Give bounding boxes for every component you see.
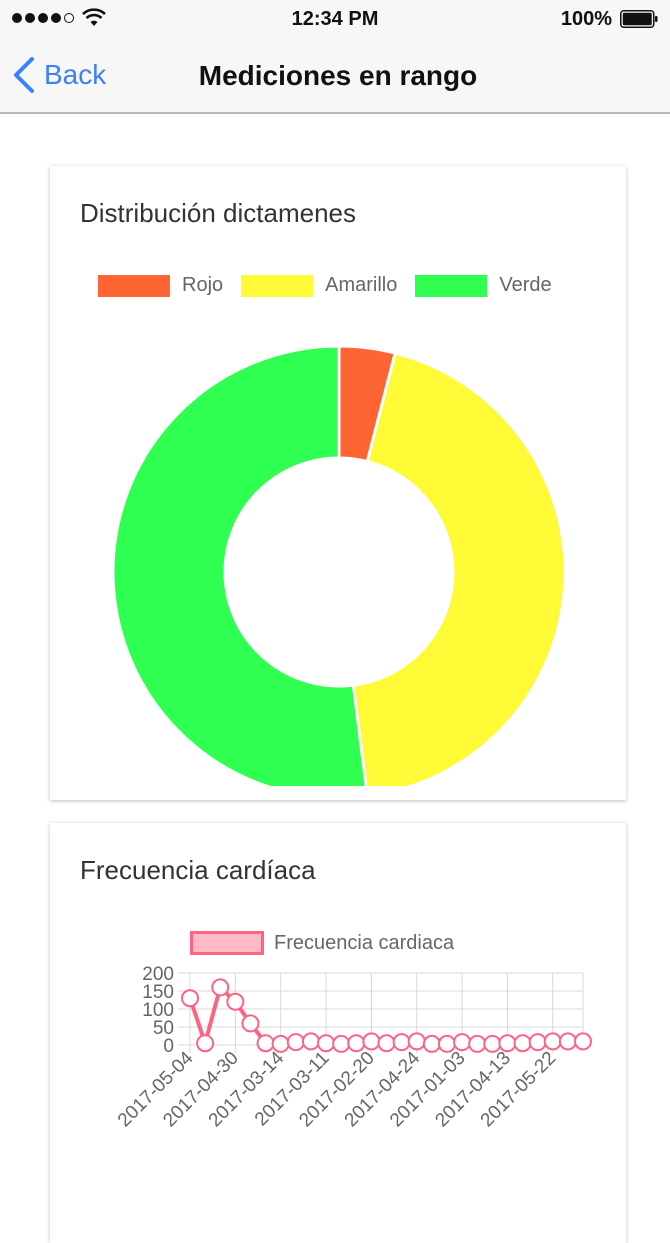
legend-label-heart-rate: Frecuencia cardiaca [274, 931, 455, 954]
heart-rate-point[interactable] [301, 1032, 320, 1051]
distribution-card: Distribución dictamenes Rojo Amarillo Ve… [50, 166, 626, 800]
heart-rate-point[interactable] [498, 1034, 517, 1053]
distribution-donut-chart [111, 344, 567, 786]
legend-swatch-verde [415, 274, 488, 297]
heart-rate-point[interactable] [332, 1034, 351, 1053]
donut-slice-amarillo[interactable] [351, 351, 567, 786]
distribution-legend: Rojo Amarillo Verde [98, 274, 552, 297]
heart-rate-point[interactable] [347, 1034, 366, 1053]
signal-strength-icon [12, 13, 74, 23]
heart-rate-point[interactable] [483, 1034, 502, 1053]
heart-rate-point[interactable] [196, 1034, 215, 1053]
heart-rate-point[interactable] [468, 1034, 487, 1053]
chevron-left-icon [14, 57, 34, 93]
heart-rate-legend: Frecuencia cardiaca [190, 931, 454, 955]
heart-rate-point[interactable] [317, 1034, 336, 1053]
heart-rate-point[interactable] [513, 1034, 532, 1053]
legend-label-verde: Verde [499, 274, 552, 296]
heart-rate-point[interactable] [271, 1034, 290, 1053]
battery-percentage: 100% [560, 8, 612, 30]
y-tick-label: 100 [142, 1000, 174, 1021]
heart-rate-point[interactable] [453, 1033, 472, 1052]
heart-rate-point[interactable] [528, 1033, 547, 1052]
heart-rate-point[interactable] [422, 1034, 441, 1053]
heart-rate-point[interactable] [558, 1032, 577, 1051]
donut-slice-verde[interactable] [111, 344, 368, 786]
heart-rate-point[interactable] [211, 978, 230, 997]
heart-rate-point[interactable] [181, 989, 199, 1008]
heart-rate-point[interactable] [407, 1032, 426, 1051]
legend-label-rojo: Rojo [182, 274, 224, 296]
legend-swatch-amarillo [241, 274, 314, 297]
heart-rate-point[interactable] [226, 992, 245, 1011]
y-tick-label: 0 [163, 1036, 174, 1057]
status-bar: 12:34 PM 100% [0, 0, 670, 38]
heart-rate-line-chart: 0501001502002017-05-042017-04-302017-03-… [114, 964, 592, 1131]
heart-rate-point[interactable] [241, 1014, 260, 1033]
heart-rate-point[interactable] [543, 1032, 562, 1051]
heart-rate-point[interactable] [574, 1032, 592, 1051]
distribution-card-title: Distribución dictamenes [80, 198, 357, 228]
legend-label-amarillo: Amarillo [325, 274, 398, 296]
status-time: 12:34 PM [291, 8, 379, 30]
y-tick-label: 50 [153, 1018, 174, 1039]
back-label: Back [44, 59, 107, 90]
y-tick-label: 150 [142, 982, 174, 1003]
wifi-icon [82, 8, 106, 26]
heart-rate-point[interactable] [286, 1033, 305, 1052]
heart-rate-point[interactable] [377, 1034, 396, 1053]
y-tick-label: 200 [142, 964, 174, 985]
back-button[interactable]: Back [12, 56, 106, 94]
heart-rate-card-title: Frecuencia cardíaca [80, 855, 316, 885]
heart-rate-point[interactable] [437, 1034, 456, 1053]
heart-rate-card: Frecuencia cardíaca Frecuencia cardiaca … [50, 823, 626, 1243]
battery-icon [620, 10, 658, 28]
page-title: Mediciones en rango [198, 60, 478, 91]
heart-rate-point[interactable] [392, 1033, 411, 1052]
legend-swatch-rojo [98, 274, 170, 297]
heart-rate-point[interactable] [256, 1034, 275, 1053]
heart-rate-point[interactable] [362, 1032, 381, 1051]
navigation-bar: Back Mediciones en rango [0, 38, 670, 114]
legend-swatch-heart-rate [190, 931, 264, 955]
